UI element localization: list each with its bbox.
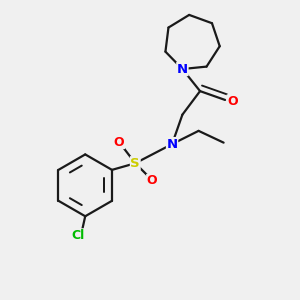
Text: Cl: Cl <box>71 229 85 242</box>
Text: N: N <box>177 62 188 76</box>
Text: O: O <box>227 95 238 108</box>
Text: S: S <box>130 157 140 170</box>
Text: O: O <box>147 174 158 188</box>
Text: O: O <box>114 136 124 148</box>
Text: N: N <box>167 138 178 151</box>
